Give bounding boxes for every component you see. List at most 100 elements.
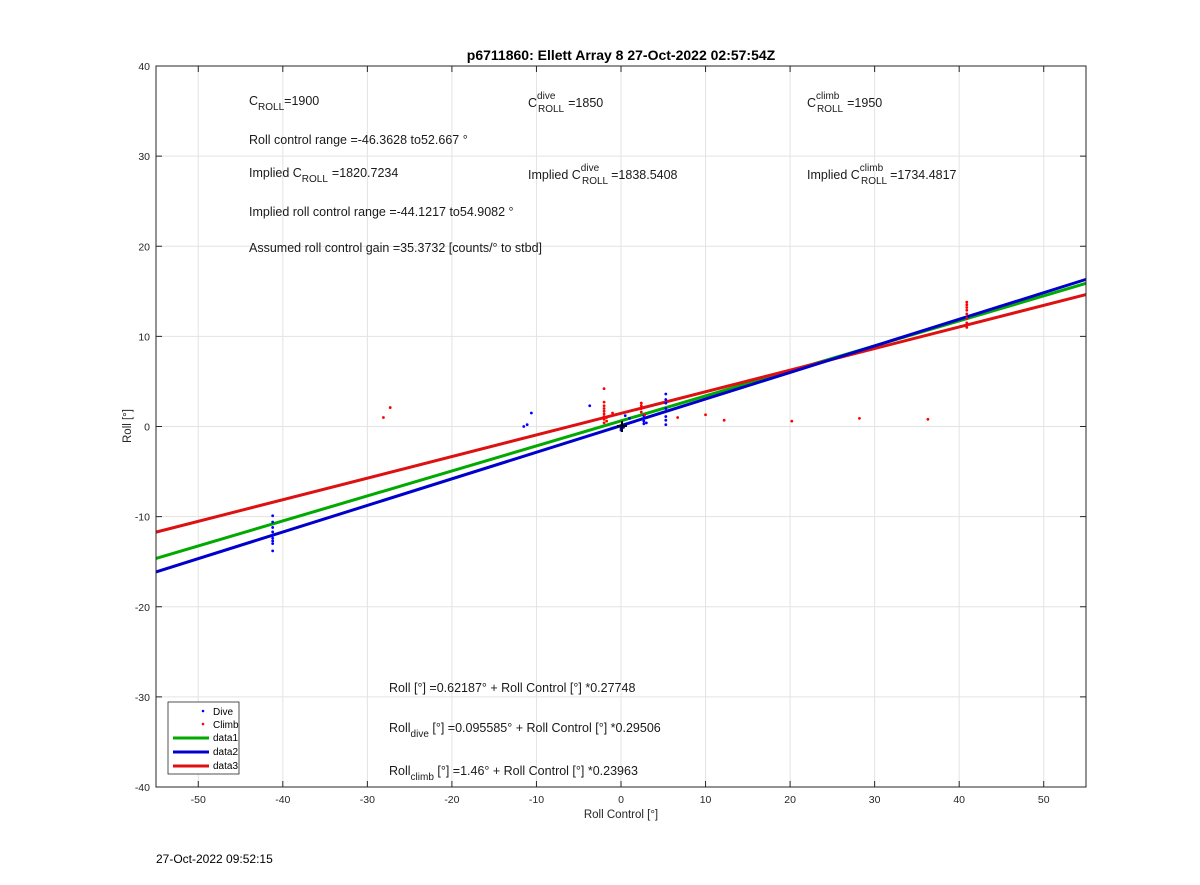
legend-label-data3: data3 bbox=[213, 761, 238, 772]
data-point-climb bbox=[965, 312, 969, 316]
roll-control-range: Roll control range =-46.3628 to52.667 ° bbox=[249, 133, 468, 147]
x-axis-label: Roll Control [°] bbox=[584, 809, 658, 821]
data-point-climb bbox=[602, 417, 606, 421]
y-tick-label: -40 bbox=[135, 782, 150, 794]
data-point-climb bbox=[639, 401, 643, 405]
implied-c-roll-climb: Implied Cclimb ROLL =1734.4817 bbox=[807, 163, 957, 187]
c-roll-climb-annotation: Cclimb ROLL =1950 bbox=[807, 91, 882, 115]
data-point-climb bbox=[605, 419, 609, 423]
data-point-dive bbox=[271, 514, 275, 518]
data-point-dive bbox=[642, 419, 646, 423]
data-point-climb bbox=[605, 416, 609, 419]
legend-marker-dive bbox=[201, 709, 205, 713]
data-point-dive bbox=[271, 534, 275, 537]
assumed-roll-control-gain: Assumed roll control gain =35.3732 [coun… bbox=[249, 241, 542, 255]
data-point-dive bbox=[642, 422, 646, 426]
data-point-dive bbox=[628, 416, 631, 420]
data-point-climb bbox=[676, 416, 680, 419]
y-tick-label: -10 bbox=[135, 512, 150, 524]
x-tick-label: -50 bbox=[191, 794, 206, 806]
data-point-climb bbox=[643, 413, 647, 417]
data-point-dive bbox=[664, 415, 668, 418]
data-point-dive bbox=[642, 416, 646, 420]
data-point-dive bbox=[644, 421, 648, 425]
footer-timestamp: 27-Oct-2022 09:52:15 bbox=[156, 852, 273, 866]
chart-title: p6711860: Ellett Array 8 27-Oct-2022 02:… bbox=[467, 47, 776, 63]
x-tick-label: 10 bbox=[700, 794, 712, 806]
data-point-climb bbox=[722, 418, 726, 422]
x-tick-labels: -50 -40 -30 -20 -10 0 10 20 30 40 50 bbox=[191, 794, 1050, 806]
data-point-climb bbox=[965, 325, 969, 329]
data-point-climb bbox=[965, 316, 969, 320]
data-point-dive bbox=[623, 414, 627, 418]
x-tick-label: 20 bbox=[784, 794, 796, 806]
data-point-climb bbox=[611, 411, 614, 415]
data-point-climb bbox=[602, 415, 606, 418]
data-point-climb bbox=[965, 300, 969, 304]
y-tick-label: 20 bbox=[138, 241, 150, 253]
data-point-climb bbox=[382, 416, 385, 419]
y-tick-label: 30 bbox=[138, 151, 150, 163]
data-point-climb bbox=[602, 387, 606, 391]
fit-equation-all: Roll [°] =0.62187° + Roll Control [°] *0… bbox=[389, 681, 635, 695]
data-point-dive bbox=[664, 407, 668, 410]
legend-label-dive: Dive bbox=[213, 707, 233, 718]
fit-equation-climb: Rollclimb [°] =1.46° + Roll Control [°] … bbox=[389, 764, 638, 783]
fit-line-data3 bbox=[155, 293, 1087, 534]
data-point-climb bbox=[639, 410, 643, 414]
y-tick-label: 40 bbox=[138, 61, 150, 73]
y-tick-labels: -40 -30 -20 -10 0 10 20 30 40 bbox=[135, 61, 150, 794]
legend-label-climb: Climb bbox=[213, 720, 239, 731]
legend-label-data2: data2 bbox=[213, 747, 238, 758]
y-tick-label: 0 bbox=[144, 422, 150, 434]
data-point-dive bbox=[664, 398, 668, 401]
data-point-dive bbox=[271, 536, 275, 540]
data-point-dive bbox=[522, 425, 526, 428]
data-point-climb bbox=[926, 417, 930, 421]
plot-frame bbox=[155, 65, 1087, 788]
y-tick-label: -20 bbox=[135, 602, 150, 614]
y-tick-label: -30 bbox=[135, 692, 150, 704]
data-point-dive bbox=[271, 542, 275, 546]
data-point-dive bbox=[664, 418, 668, 422]
x-tick-label: 0 bbox=[618, 794, 624, 806]
c-roll-annotation: CROLL=1900 bbox=[249, 94, 319, 113]
data-point-climb bbox=[965, 308, 969, 312]
data-point-climb bbox=[602, 409, 606, 413]
data-point-climb bbox=[704, 413, 707, 417]
x-tick-label: -10 bbox=[529, 794, 544, 806]
data-point-climb bbox=[639, 404, 643, 408]
x-tick-label: -30 bbox=[360, 794, 375, 806]
data-point-dive bbox=[664, 423, 668, 427]
data-point-climb bbox=[965, 306, 969, 309]
x-tick-label: 40 bbox=[953, 794, 965, 806]
data-point-climb bbox=[602, 404, 606, 408]
data-point-climb bbox=[388, 406, 392, 409]
c-roll-dive-annotation: Cdive ROLL =1850 bbox=[528, 91, 603, 115]
data-point-dive bbox=[588, 404, 592, 408]
legend-marker-climb bbox=[201, 722, 205, 726]
data-point-climb bbox=[602, 407, 606, 410]
data-point-climb bbox=[639, 407, 643, 410]
x-tick-label: 50 bbox=[1038, 794, 1050, 806]
data-point-dive bbox=[271, 530, 275, 534]
x-tick-label: -20 bbox=[444, 794, 459, 806]
y-tick-label: 10 bbox=[138, 331, 150, 343]
data-point-dive bbox=[529, 411, 533, 415]
data-point-climb bbox=[965, 303, 969, 307]
data-point-dive bbox=[271, 549, 275, 553]
data-point-climb bbox=[602, 421, 606, 425]
data-point-climb bbox=[965, 321, 969, 325]
data-point-dive bbox=[271, 520, 275, 524]
origin-marker bbox=[617, 421, 627, 432]
data-point-climb bbox=[602, 400, 606, 404]
implied-roll-control-range: Implied roll control range =-44.1217 to5… bbox=[249, 205, 514, 219]
implied-c-roll: Implied CROLL =1820.7234 bbox=[249, 166, 398, 185]
data-point-dive bbox=[525, 423, 529, 427]
data-point-dive bbox=[664, 401, 668, 405]
implied-c-roll-dive: Implied Cdive ROLL =1838.5408 bbox=[528, 163, 678, 187]
data-points bbox=[271, 300, 969, 553]
x-tick-label: -40 bbox=[275, 794, 290, 806]
y-axis-label: Roll [°] bbox=[122, 409, 134, 443]
